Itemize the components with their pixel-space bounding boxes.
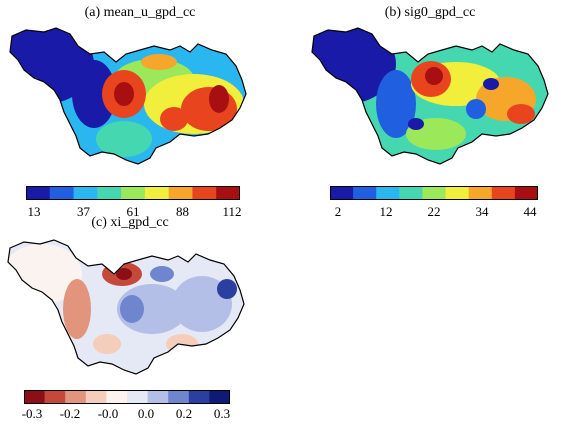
colorbar-segment [44, 390, 66, 404]
colorbar-tick-label: 44 [523, 204, 537, 219]
colorbar-segment [468, 186, 493, 200]
panel-c-title: (c) xi_gpd_cc [91, 215, 169, 230]
colorbar-tick-label: 22 [427, 204, 441, 219]
colorbar-tick-label: 112 [222, 204, 242, 219]
colorbar-segment [514, 186, 538, 200]
colorbar-segment [49, 186, 75, 200]
colorbar-segment [168, 186, 194, 200]
colorbar-tick-label: 34 [475, 204, 489, 219]
colorbar-tick-label: 37 [77, 204, 90, 219]
colorbar-segment [97, 186, 122, 200]
colorbar-tick-label: -0.3 [21, 406, 43, 421]
colorbar-segment [330, 186, 354, 200]
colorbar-segment [127, 390, 149, 404]
colorbar-segment [192, 186, 217, 200]
colorbar-segment [168, 390, 190, 404]
colorbar-segment [209, 390, 230, 404]
colorbar-tick-label: -0.0 [97, 406, 119, 421]
colorbar-segment [422, 186, 447, 200]
colorbar-tick-label: 13 [27, 204, 41, 219]
colorbar-tick-label: 0.3 [213, 406, 231, 421]
colorbar-segment [445, 186, 470, 200]
colorbar-segment [65, 390, 87, 404]
colorbar-segment [216, 186, 240, 200]
colorbar-segment [376, 186, 400, 200]
colorbar-segment [73, 186, 98, 200]
colorbar-tick-label: 2 [334, 204, 342, 219]
colorbar-tick-label: 61 [126, 204, 140, 219]
panel-b-title: (b) sig0_gpd_cc [384, 5, 476, 20]
panel-a-colorbar [26, 186, 240, 200]
colorbar-tick-label: 0.2 [175, 406, 193, 421]
colorbar-segment [144, 186, 170, 200]
panel-c-colorbar [24, 390, 230, 404]
colorbar-segment [353, 186, 377, 200]
colorbar-segment [399, 186, 424, 200]
colorbar-segment [106, 390, 128, 404]
panel-b-map [311, 27, 549, 165]
colorbar-tick-label: 12 [379, 204, 393, 219]
colorbar-segment [491, 186, 516, 200]
colorbar-segment [121, 186, 146, 200]
panel-c-map [7, 239, 245, 375]
colorbar-segment [26, 186, 51, 200]
panel-b-colorbar [330, 186, 538, 200]
colorbar-segment [188, 390, 210, 404]
colorbar-segment [24, 390, 46, 404]
colorbar-segment [85, 390, 107, 404]
colorbar-tick-label: -0.2 [59, 406, 81, 421]
colorbar-tick-label: 88 [176, 204, 189, 219]
panel-a-map [9, 27, 247, 165]
panel-a-title: (a) mean_u_gpd_cc [84, 5, 196, 20]
colorbar-tick-label: 0.0 [137, 406, 155, 421]
colorbar-segment [147, 390, 169, 404]
